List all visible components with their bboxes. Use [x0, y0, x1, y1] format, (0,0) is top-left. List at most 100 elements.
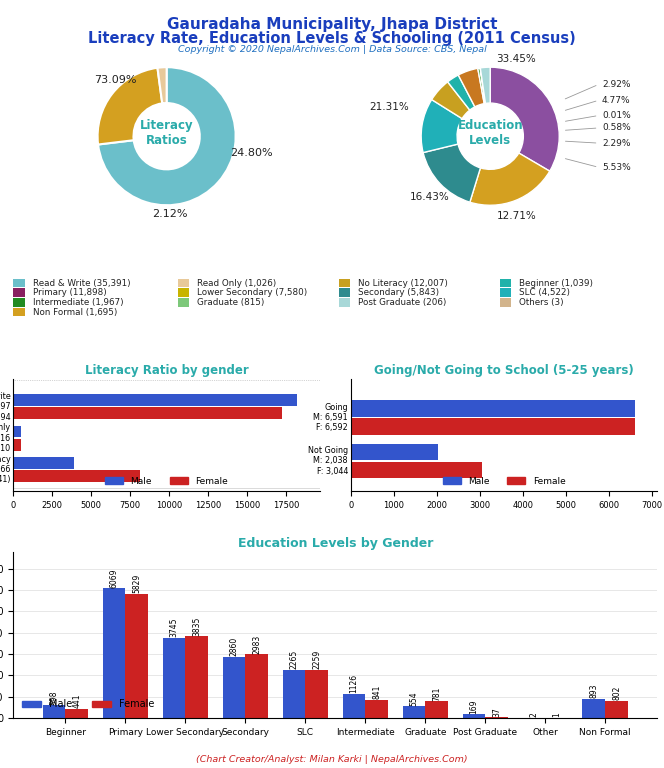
Bar: [351, 419, 635, 435]
Wedge shape: [421, 100, 462, 153]
Wedge shape: [478, 68, 485, 104]
Text: 21.31%: 21.31%: [369, 102, 409, 112]
Bar: [305, 670, 328, 718]
Text: 841: 841: [373, 685, 381, 700]
Bar: [13, 457, 74, 468]
Text: 2860: 2860: [230, 637, 238, 657]
Text: 893: 893: [590, 684, 598, 698]
Wedge shape: [458, 68, 484, 107]
Bar: [245, 654, 268, 718]
Bar: [499, 289, 511, 297]
Bar: [177, 279, 189, 287]
Bar: [13, 407, 282, 419]
Text: 37: 37: [492, 707, 501, 717]
Text: 1: 1: [552, 713, 561, 717]
Bar: [351, 400, 635, 417]
Bar: [42, 705, 65, 718]
Text: 0.58%: 0.58%: [602, 124, 631, 132]
Wedge shape: [157, 67, 167, 104]
Text: No Literacy (12,007): No Literacy (12,007): [358, 279, 448, 287]
Text: 2.92%: 2.92%: [602, 80, 631, 89]
Bar: [499, 298, 511, 306]
Bar: [65, 709, 88, 718]
Bar: [177, 289, 189, 297]
Bar: [339, 289, 350, 297]
Bar: [402, 707, 426, 718]
Bar: [13, 394, 297, 406]
Wedge shape: [490, 67, 559, 171]
Title: Going/Not Going to School (5-25 years): Going/Not Going to School (5-25 years): [374, 364, 634, 377]
Bar: [13, 279, 25, 287]
Text: Read Only (1,026): Read Only (1,026): [197, 279, 276, 287]
Text: 4.77%: 4.77%: [602, 96, 631, 104]
Wedge shape: [98, 67, 236, 205]
Bar: [339, 298, 350, 306]
Text: Graduate (815): Graduate (815): [197, 298, 264, 307]
Wedge shape: [480, 67, 490, 104]
Text: Lower Secondary (7,580): Lower Secondary (7,580): [197, 288, 307, 297]
Text: 16.43%: 16.43%: [410, 192, 450, 202]
Text: Post Graduate (206): Post Graduate (206): [358, 298, 446, 307]
Bar: [125, 594, 148, 718]
Text: 33.45%: 33.45%: [497, 54, 537, 64]
Text: 2259: 2259: [312, 650, 321, 669]
Bar: [185, 636, 208, 718]
Bar: [463, 714, 485, 718]
Title: Education Levels by Gender: Education Levels by Gender: [238, 537, 433, 550]
Text: 2265: 2265: [290, 650, 298, 669]
Text: Gauradaha Municipality, Jhapa District: Gauradaha Municipality, Jhapa District: [167, 17, 497, 32]
Bar: [163, 638, 185, 718]
Text: 3745: 3745: [169, 618, 179, 637]
Text: Others (3): Others (3): [519, 298, 564, 307]
Text: Copyright © 2020 NepalArchives.Com | Data Source: CBS, Nepal: Copyright © 2020 NepalArchives.Com | Dat…: [178, 45, 486, 55]
Text: 2983: 2983: [252, 634, 261, 654]
Legend: Male, Female: Male, Female: [439, 473, 569, 489]
Text: 24.80%: 24.80%: [230, 148, 273, 158]
Text: 12.71%: 12.71%: [497, 210, 537, 220]
Bar: [343, 694, 365, 718]
Text: Secondary (5,843): Secondary (5,843): [358, 288, 439, 297]
Bar: [351, 462, 482, 478]
Bar: [13, 470, 140, 482]
Bar: [13, 289, 25, 297]
Bar: [339, 279, 350, 287]
Bar: [13, 298, 25, 306]
Wedge shape: [423, 144, 481, 202]
Text: 2.29%: 2.29%: [602, 138, 631, 147]
Bar: [13, 425, 21, 438]
Text: Read & Write (35,391): Read & Write (35,391): [33, 279, 130, 287]
Bar: [282, 670, 305, 718]
Text: 554: 554: [410, 691, 418, 706]
Text: 2: 2: [529, 713, 539, 717]
Text: Education
Levels: Education Levels: [457, 119, 523, 147]
Wedge shape: [480, 68, 485, 104]
Bar: [13, 439, 21, 451]
Bar: [499, 279, 511, 287]
Legend: Male, Female: Male, Female: [102, 473, 232, 489]
Text: 441: 441: [72, 694, 81, 708]
Text: 5829: 5829: [132, 574, 141, 593]
Text: 2.12%: 2.12%: [152, 209, 188, 219]
Bar: [102, 588, 125, 718]
Text: 1126: 1126: [349, 674, 359, 694]
Bar: [351, 444, 438, 460]
Text: 3835: 3835: [193, 616, 201, 635]
Bar: [582, 699, 606, 718]
Bar: [485, 717, 508, 718]
Text: Intermediate (1,967): Intermediate (1,967): [33, 298, 124, 307]
Text: (Chart Creator/Analyst: Milan Karki | NepalArchives.Com): (Chart Creator/Analyst: Milan Karki | Ne…: [196, 755, 468, 764]
Text: Beginner (1,039): Beginner (1,039): [519, 279, 593, 287]
Text: 0.01%: 0.01%: [602, 111, 631, 120]
Text: 5.53%: 5.53%: [602, 163, 631, 172]
Text: Primary (11,898): Primary (11,898): [33, 288, 106, 297]
Wedge shape: [432, 82, 469, 118]
Bar: [222, 657, 245, 718]
Wedge shape: [470, 153, 550, 205]
Wedge shape: [98, 68, 162, 144]
Bar: [426, 701, 448, 718]
Bar: [13, 308, 25, 316]
Text: Non Formal (1,695): Non Formal (1,695): [33, 308, 117, 316]
Bar: [365, 700, 388, 718]
Text: 73.09%: 73.09%: [94, 74, 136, 84]
Bar: [177, 298, 189, 306]
